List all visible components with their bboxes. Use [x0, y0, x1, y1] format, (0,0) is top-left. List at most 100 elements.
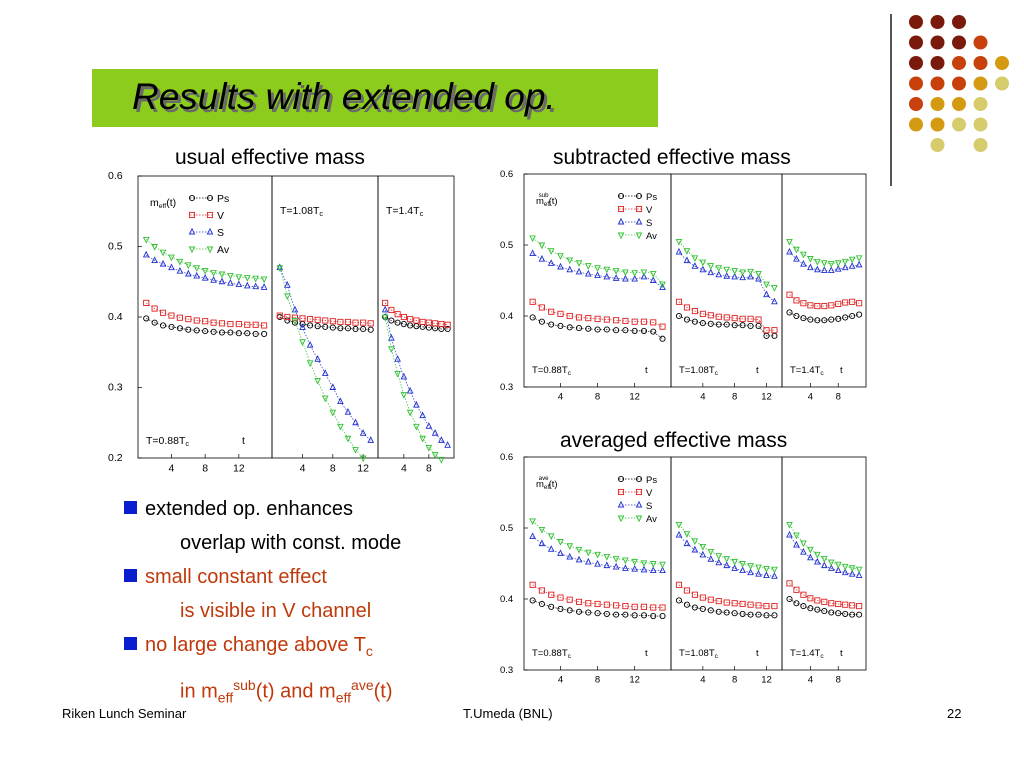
data-point: [723, 314, 730, 321]
data-point: [594, 326, 601, 333]
data-point: [755, 274, 762, 282]
data-point: [260, 283, 268, 290]
data-point: [252, 282, 260, 290]
data-point: [613, 611, 620, 618]
data-point: [807, 302, 814, 309]
bullet-3-line-2-c: sub: [233, 677, 256, 693]
bullet-3-line-1: no large change above T: [145, 634, 366, 656]
data-point: [827, 559, 835, 567]
data-point: [438, 456, 445, 464]
y-tick-label: 0.5: [500, 240, 513, 251]
data-point: [821, 303, 828, 310]
data-point: [691, 318, 698, 325]
chart-subtracted-effective-mass: 0.30.40.50.64 8 12T=0.88Tc t4 8 12T=1.08Tc t4 8…: [500, 169, 867, 403]
data-point: [218, 277, 226, 285]
data-point: [284, 317, 291, 324]
data-point: [337, 318, 344, 325]
data-point: [321, 369, 329, 376]
decorative-dot: [973, 97, 988, 111]
data-point: [557, 605, 564, 612]
decorative-dot: [973, 76, 988, 91]
data-point: [594, 610, 601, 617]
data-point: [675, 581, 683, 588]
decorative-dot: [930, 138, 945, 152]
legend-entry-Av: Av: [217, 244, 230, 256]
panel-2: 4 8 12 T=1.08Tc: [271, 175, 379, 475]
series-line-Ps: [789, 312, 860, 321]
data-point: [800, 315, 807, 322]
y-axis-label-main: m: [536, 479, 544, 490]
data-point: [631, 558, 639, 566]
data-point: [800, 259, 807, 267]
data-point: [425, 422, 433, 429]
data-point: [699, 594, 706, 601]
data-point: [261, 330, 268, 337]
series-line-Ps: [789, 598, 860, 615]
data-point: [201, 274, 209, 281]
data-point: [763, 571, 770, 579]
series-line-V: [532, 301, 663, 327]
series-line-Ps: [279, 316, 371, 331]
series-line-Av: [145, 239, 265, 280]
data-point: [151, 319, 158, 326]
data-point: [828, 316, 835, 323]
data-point: [143, 315, 150, 322]
data-point: [329, 318, 336, 325]
chart-averaged-effective-mass: 0.30.40.50.64 8 12T=0.88Tc t4 8 12T=1.08Tc t4 8…: [500, 452, 867, 686]
data-point: [715, 313, 722, 320]
bullet-3-line-2-b: eff: [217, 689, 234, 706]
bullet-list: extended op. enhances overlap with const…: [124, 492, 484, 715]
data-point: [848, 569, 856, 577]
data-point: [612, 562, 620, 570]
data-point: [814, 557, 821, 565]
data-point: [856, 300, 863, 307]
data-point: [631, 564, 639, 572]
y-axis-label-tail: (t): [549, 196, 558, 207]
data-point: [594, 560, 601, 567]
panel-2: 4 8 12 T=1.08Tc t: [670, 173, 783, 403]
data-point: [691, 307, 698, 315]
data-point: [235, 274, 243, 282]
data-point: [585, 315, 592, 322]
panel-temperature-sub: c: [568, 653, 572, 660]
decorative-dot: [909, 117, 923, 132]
data-point: [649, 566, 657, 574]
x-axis-label: t: [645, 648, 648, 659]
data-point: [834, 264, 842, 272]
data-point: [771, 327, 778, 334]
panel-3: 4 8 T=1.4Tc t: [781, 456, 867, 686]
data-point: [159, 249, 167, 257]
data-point: [352, 418, 359, 426]
data-point: [814, 265, 821, 273]
data-point: [771, 332, 778, 339]
data-point: [431, 429, 439, 436]
panel-2: 4 8 12 T=1.08Tc t: [670, 456, 783, 686]
data-point: [747, 568, 754, 576]
data-point: [538, 539, 546, 547]
data-point: [344, 435, 352, 443]
data-point: [406, 409, 414, 417]
data-point: [419, 435, 426, 443]
data-point: [584, 549, 592, 557]
data-point: [622, 269, 629, 277]
x-tick-label: 12: [761, 675, 772, 686]
data-point: [821, 317, 828, 324]
decorative-divider: [890, 14, 892, 186]
x-axis-label: t: [756, 365, 759, 376]
panel-temperature-text: T=1.4T: [790, 648, 821, 659]
data-point: [276, 312, 283, 319]
data-point: [683, 531, 691, 538]
data-point: [252, 321, 259, 328]
data-point: [675, 247, 683, 255]
data-point: [538, 600, 545, 608]
data-point: [834, 561, 842, 569]
y-axis-label-sup: sub: [539, 192, 550, 199]
data-point: [314, 323, 321, 330]
panel-temperature-sub: c: [820, 370, 824, 377]
data-point: [635, 217, 643, 225]
panel-temperature-sub: c: [715, 653, 719, 660]
data-point: [566, 607, 573, 614]
data-point: [848, 262, 856, 269]
data-point: [352, 319, 359, 326]
data-point: [747, 611, 754, 618]
